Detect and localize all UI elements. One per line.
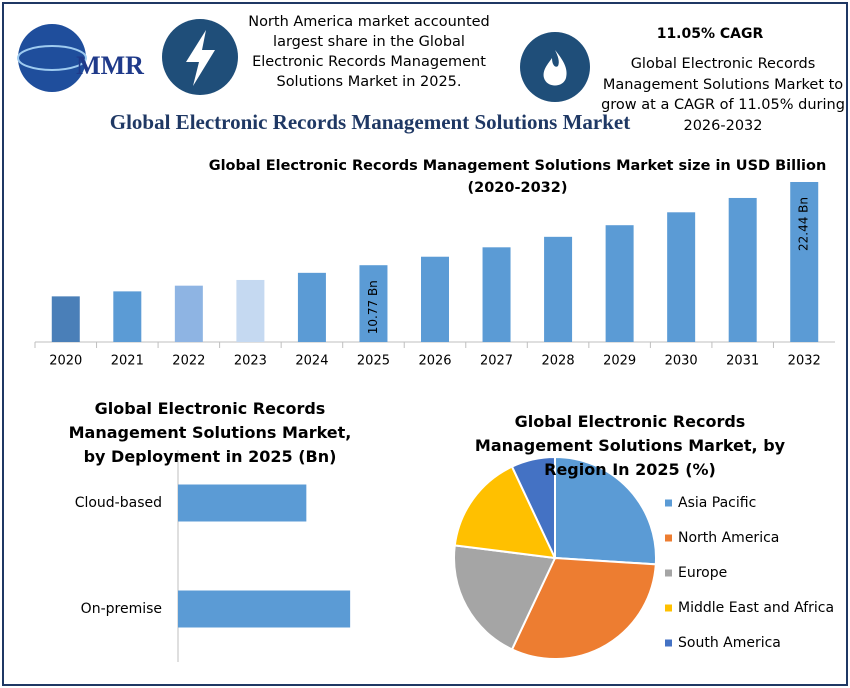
data-label: 22.44 Bn xyxy=(797,197,811,251)
x-tick-label: 2031 xyxy=(726,354,759,369)
legend-label: Europe xyxy=(678,565,727,581)
x-tick-label: 2030 xyxy=(665,354,698,369)
main-title: Global Electronic Records Management Sol… xyxy=(109,110,631,134)
y-tick-label: On-premise xyxy=(81,601,162,617)
x-tick-label: 2021 xyxy=(111,354,144,369)
legend-label: Asia Pacific xyxy=(678,495,756,511)
x-tick-label: 2028 xyxy=(542,354,575,369)
chart-title: Global Electronic Records Management Sol… xyxy=(474,412,786,479)
bar xyxy=(178,484,307,522)
legend-label: North America xyxy=(678,530,779,546)
x-tick-label: 2022 xyxy=(172,354,205,369)
x-tick-label: 2020 xyxy=(49,354,82,369)
highlight-text: North America market accounted largest s… xyxy=(248,14,490,90)
pie-slice xyxy=(554,455,657,566)
bar xyxy=(421,256,449,342)
bar xyxy=(359,265,388,342)
lightning-icon xyxy=(186,30,215,86)
legend-marker xyxy=(665,604,672,612)
logo-globe xyxy=(18,24,86,92)
pie-slice xyxy=(453,465,557,560)
x-tick-label: 2029 xyxy=(603,354,636,369)
y-tick-label: Cloud-based xyxy=(75,495,162,511)
x-tick-label: 2032 xyxy=(788,354,821,369)
bar xyxy=(728,197,757,342)
bar xyxy=(544,236,573,342)
legend-marker xyxy=(665,569,672,577)
x-tick-label: 2026 xyxy=(418,354,451,369)
cagr-text: Global Electronic Records Management Sol… xyxy=(601,56,845,134)
bar xyxy=(605,225,634,342)
chart-title: Global Electronic Records Management Sol… xyxy=(68,399,352,466)
pie-slice xyxy=(510,455,556,559)
bar xyxy=(174,285,203,342)
pie-slice xyxy=(510,556,657,660)
bar xyxy=(790,181,819,342)
bar xyxy=(51,296,80,342)
x-tick-label: 2025 xyxy=(357,354,390,369)
x-tick-label: 2024 xyxy=(295,354,328,369)
bar xyxy=(667,212,696,342)
legend-marker xyxy=(665,499,672,507)
bar xyxy=(297,272,326,342)
x-tick-label: 2023 xyxy=(234,354,267,369)
bar xyxy=(113,291,142,342)
legend-marker xyxy=(665,534,672,542)
bar xyxy=(482,247,511,342)
x-tick-label: 2027 xyxy=(480,354,513,369)
chart-title: Global Electronic Records Management Sol… xyxy=(208,158,827,196)
fire-icon xyxy=(543,50,567,86)
legend-label: Middle East and Africa xyxy=(678,600,834,616)
legend-label: South America xyxy=(678,635,781,651)
bar xyxy=(236,279,265,342)
data-label: 10.77 Bn xyxy=(366,280,380,334)
pie-slice xyxy=(453,544,557,651)
bar xyxy=(178,590,351,628)
logo-text: MMR xyxy=(76,51,144,80)
cagr-title: 11.05% CAGR xyxy=(656,26,764,42)
logo-orbit xyxy=(17,45,87,71)
legend-marker xyxy=(665,639,672,647)
